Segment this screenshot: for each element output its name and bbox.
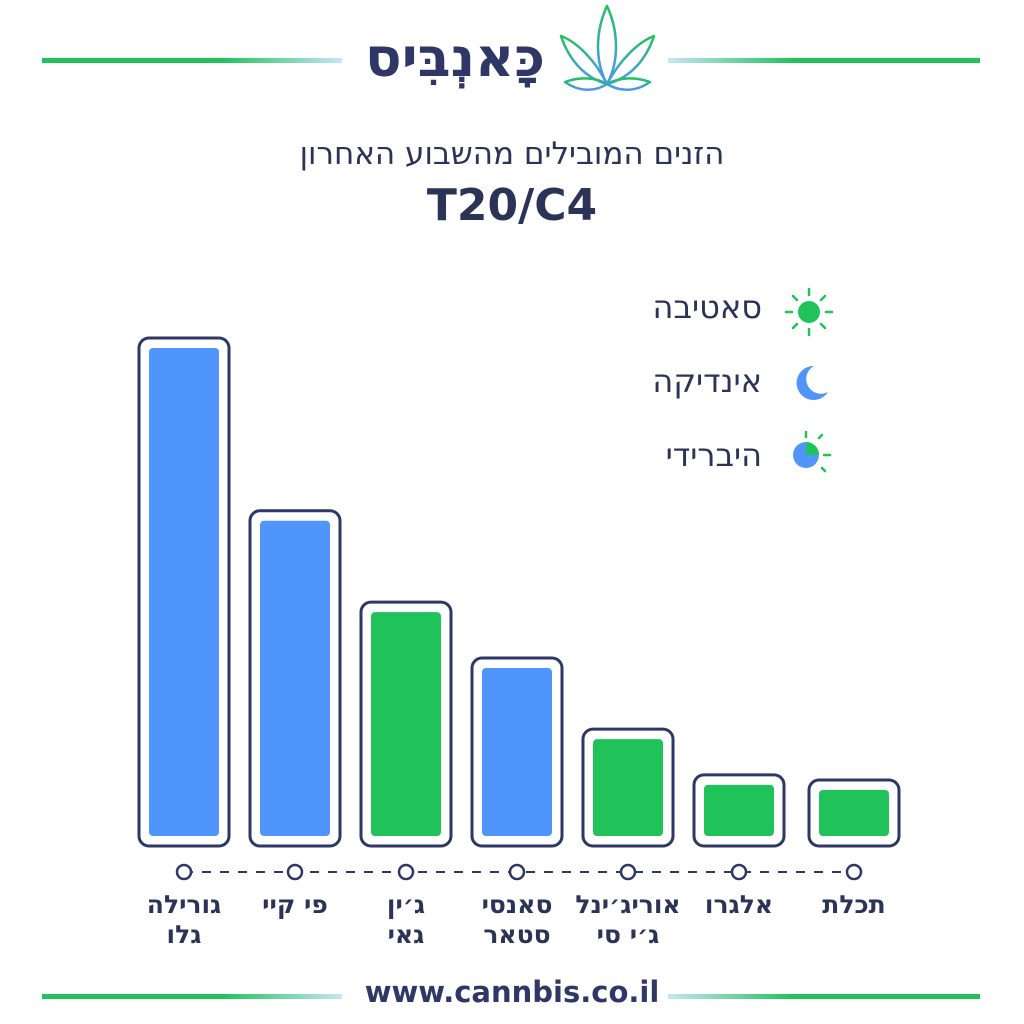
axis-dot-2 <box>397 863 415 881</box>
category-label-0: גורילה גלו <box>146 890 222 949</box>
header-line-right <box>668 58 980 63</box>
footer-line-right <box>668 994 980 999</box>
bar-5[interactable] <box>704 784 774 836</box>
logo-text: כָּאנְבִּיס <box>365 26 545 89</box>
bar-6[interactable] <box>819 789 889 836</box>
footer-line-left <box>42 994 342 999</box>
category-label-3: סאנסי סטאר <box>481 890 553 949</box>
moon-icon <box>796 365 828 400</box>
sun-icon <box>784 287 834 337</box>
footer-url[interactable]: www.cannbis.co.il <box>364 975 660 1009</box>
axis-dot-5 <box>730 863 748 881</box>
axis-dot-3 <box>508 863 526 881</box>
legend-label-sativa: סאטיבה <box>652 288 762 326</box>
bar-2[interactable] <box>371 612 441 836</box>
legend-label-hybrid: היברידי <box>665 436 762 474</box>
chart-title: T20/C4 <box>426 180 598 231</box>
chart-subtitle: הזנים המובילים מהשבוע האחרון <box>299 136 725 172</box>
bar-1[interactable] <box>260 520 330 836</box>
cannabis-leaf-icon <box>559 4 656 100</box>
bar-0[interactable] <box>149 348 219 836</box>
axis-dot-0 <box>175 863 193 881</box>
hybrid-icon <box>793 430 832 473</box>
axis-dot-1 <box>286 863 304 881</box>
axis-dot-6 <box>845 863 863 881</box>
header-line-left <box>42 58 342 63</box>
category-label-2: ג׳ין גאי <box>386 890 426 949</box>
axis-dot-4 <box>619 863 637 881</box>
category-label-6: תכלת <box>822 890 886 919</box>
bar-4[interactable] <box>593 739 663 836</box>
category-label-4: אוריג׳ינל ג׳י סי <box>575 890 681 949</box>
legend-label-indica: אינדיקה <box>652 362 762 400</box>
bar-3[interactable] <box>482 668 552 836</box>
category-label-1: פי קיי <box>262 890 328 919</box>
category-label-5: אלגרו <box>704 890 774 919</box>
